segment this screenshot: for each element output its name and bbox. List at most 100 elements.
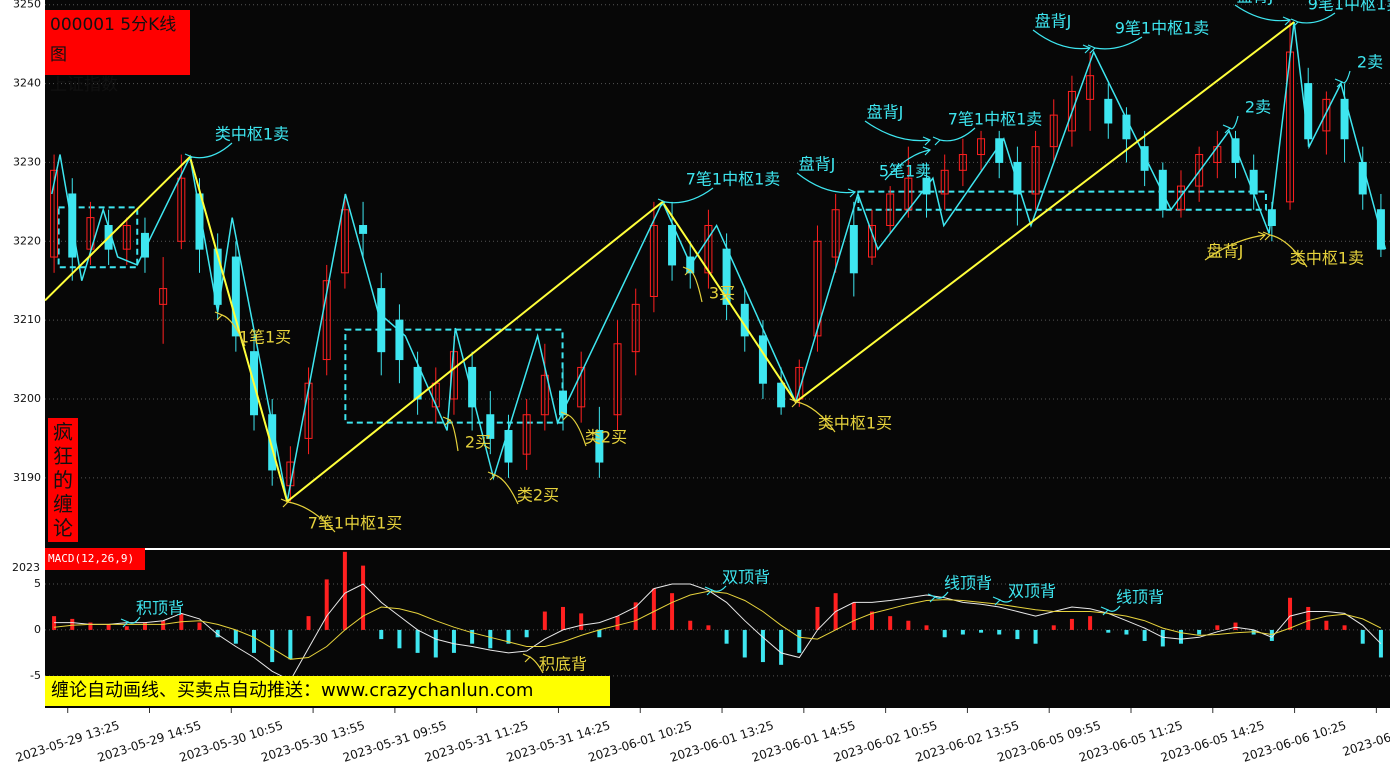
annotation-arrowhead [1290,18,1300,28]
macd-bar [742,629,747,658]
macd-bar [233,629,238,644]
annotation: 9笔1中枢1卖 [1308,0,1390,14]
candle-body [1067,90,1076,132]
annotation: 2卖 [1245,98,1271,117]
annotation: 积底背 [539,655,587,674]
annotation: 类中枢1买 [818,414,892,433]
macd-bar [197,622,202,630]
macd-bar [306,616,311,630]
annotation-arrow [864,120,931,142]
macd-bar [561,606,566,630]
y-tick-label: -5 [30,669,41,682]
candle-body [213,248,222,305]
macd-bar [760,629,765,663]
candle-body [849,225,858,274]
candle-body [377,288,386,353]
annotation-arrow [127,616,141,624]
annotation-arrow [1297,12,1336,24]
candle-body [704,225,713,274]
candle-body [1013,161,1022,195]
annotation: 线顶背 [1116,588,1164,607]
macd-bar [88,622,93,630]
annotation: 1笔1买 [239,328,291,347]
annotation-arrowhead [487,471,497,481]
macd-bar [451,629,456,653]
annotation-arrow [1032,29,1091,50]
annotation-arrow [529,656,544,674]
side-label: 疯狂的缠论 [48,418,78,542]
annotation-arrowhead [560,411,570,421]
candle-body [668,225,677,266]
macd-bar [106,624,111,630]
annotation: 7笔1中枢1买 [308,514,403,533]
dea-line [54,590,1382,660]
macd-bar [651,588,656,630]
x-tick-label: 2023-06-06 [1341,724,1390,759]
candle-body [395,319,404,361]
y-tick-label: 3250 [13,0,41,11]
stroke-line [44,21,1295,504]
annotation-arrowhead [1222,124,1232,134]
annotation-arrow [1094,36,1143,50]
annotation: 类2买 [585,428,627,447]
candle-body [50,169,59,258]
macd-bar [379,629,384,640]
annotation-arrowhead [927,593,937,603]
annotation-arrowhead [1334,78,1344,88]
macd-bar [633,602,638,630]
candle-body [577,366,586,408]
annotation-arrow [934,591,949,599]
candle-body [649,225,658,297]
candle-body [1049,114,1058,148]
macd-bar [1033,629,1038,644]
annotation-arrow [711,585,727,592]
annotation-arrowhead [214,311,224,321]
annotation: 7笔1中枢1卖 [948,110,1043,129]
annotation-arrow [1234,4,1291,22]
annotation-arrow [939,127,976,142]
macd-bar [1288,597,1293,630]
annotation-arrow [664,187,714,204]
macd-bar [70,618,75,630]
annotation: 盘背J [867,103,904,122]
candle-body [322,280,331,361]
macd-bar [815,606,820,630]
annotation-arrowhead [1262,231,1272,241]
candle-body [1322,98,1331,132]
candle-body [122,225,131,250]
annotation-arrow [449,419,459,452]
candle-body [1249,169,1258,195]
macd-bar [415,629,420,653]
macd-bar [597,629,602,638]
annotation-arrowhead [1282,16,1292,26]
annotation-arrowhead [932,136,942,146]
annotation-arrow [1269,234,1308,268]
candle-body [886,193,895,227]
annotation: 2卖 [1357,53,1383,72]
annotation-arrowhead [789,398,799,408]
macd-bar [288,629,293,660]
annotation-arrowhead [280,498,290,508]
annotation-arrowhead [992,596,1002,606]
candle-body [758,335,767,384]
annotation-arrow [796,172,856,194]
y-tick-label: 3220 [13,234,41,247]
annotation: 双顶背 [722,568,770,587]
macd-bar [942,629,947,638]
annotation-arrowhead [704,586,714,596]
annotation: 盘背J [799,155,836,174]
annotation: 类中枢1卖 [1290,249,1364,268]
macd-bar [1015,629,1020,640]
candle-body [1176,185,1185,211]
y-tick-label: 3230 [13,155,41,168]
candle-body [831,209,840,258]
macd-bar [1142,629,1147,641]
y-tick-label: 3190 [13,471,41,484]
title: 000001 5分K线图 [50,15,177,65]
macd-bar [1378,629,1383,658]
macd-bar [470,629,475,644]
annotation-arrow [884,149,931,181]
macd-bar [324,579,329,630]
annotation: 盘背J [1237,0,1274,6]
